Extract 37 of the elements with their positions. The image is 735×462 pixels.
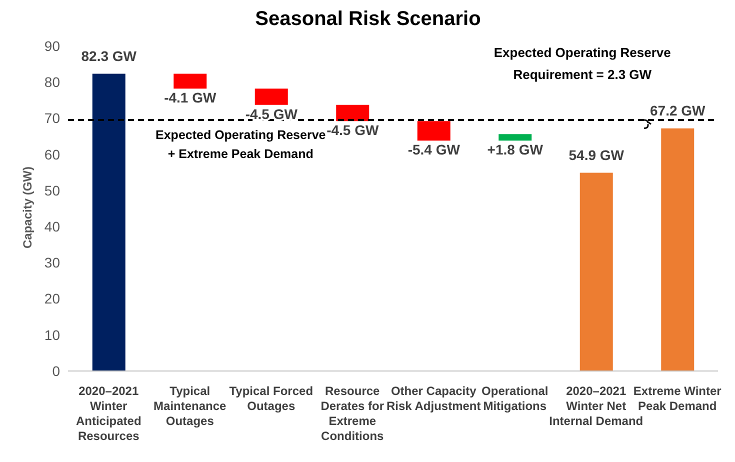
bar — [92, 74, 126, 371]
data-label: -4.5 GW — [326, 122, 380, 138]
x-tick-label: Operational Mitigations — [482, 384, 548, 413]
y-tick-label: 0 — [52, 362, 60, 379]
data-label: +1.8 GW — [487, 142, 544, 158]
y-tick-label: 80 — [44, 74, 60, 90]
x-tick-label: Extreme Winter Peak Demand — [633, 384, 722, 413]
y-tick-label: 20 — [44, 290, 60, 307]
x-tick-label: 2020–2021 Winter Anticipated Resources — [76, 384, 142, 443]
x-tick-label: Typical Maintenance Outages — [154, 384, 227, 428]
data-label: -5.4 GW — [408, 142, 461, 158]
bar — [254, 88, 288, 105]
y-tick-label: 70 — [44, 110, 60, 126]
x-tick-label: Resource Derates for Extreme Conditions — [320, 384, 384, 443]
y-tick-label: 90 — [44, 38, 60, 54]
bar — [498, 134, 532, 141]
y-tick-label: 10 — [44, 326, 60, 343]
y-axis-title: Capacity (GW) — [20, 166, 34, 248]
data-label: 67.2 GW — [650, 102, 706, 118]
x-tick-label: Other Capacity Risk Adjustment — [386, 384, 481, 413]
bar — [174, 74, 207, 89]
x-tick-label: Typical Forced Outages — [229, 384, 314, 413]
data-label: -4.5 GW — [245, 106, 298, 122]
y-tick-label: 60 — [44, 146, 60, 162]
y-tick-label: 30 — [44, 254, 60, 271]
y-tick-label: 50 — [44, 182, 60, 198]
chart-title: Seasonal Risk Scenario — [254, 8, 482, 32]
data-label: 82.3 GW — [81, 48, 138, 64]
ref-line-label: Expected Operating Reserve + Extreme Peak Demand — [156, 128, 326, 162]
annotation: Expected Operating Reserve Requirement = 2.3 GW — [492, 44, 672, 84]
data-label: -4.1 GW — [164, 90, 217, 106]
bar — [661, 128, 694, 371]
bar — [417, 121, 450, 141]
bar — [336, 104, 370, 122]
y-tick-label: 40 — [44, 218, 60, 235]
data-label: 54.9 GW — [568, 146, 625, 163]
bar — [580, 172, 613, 371]
